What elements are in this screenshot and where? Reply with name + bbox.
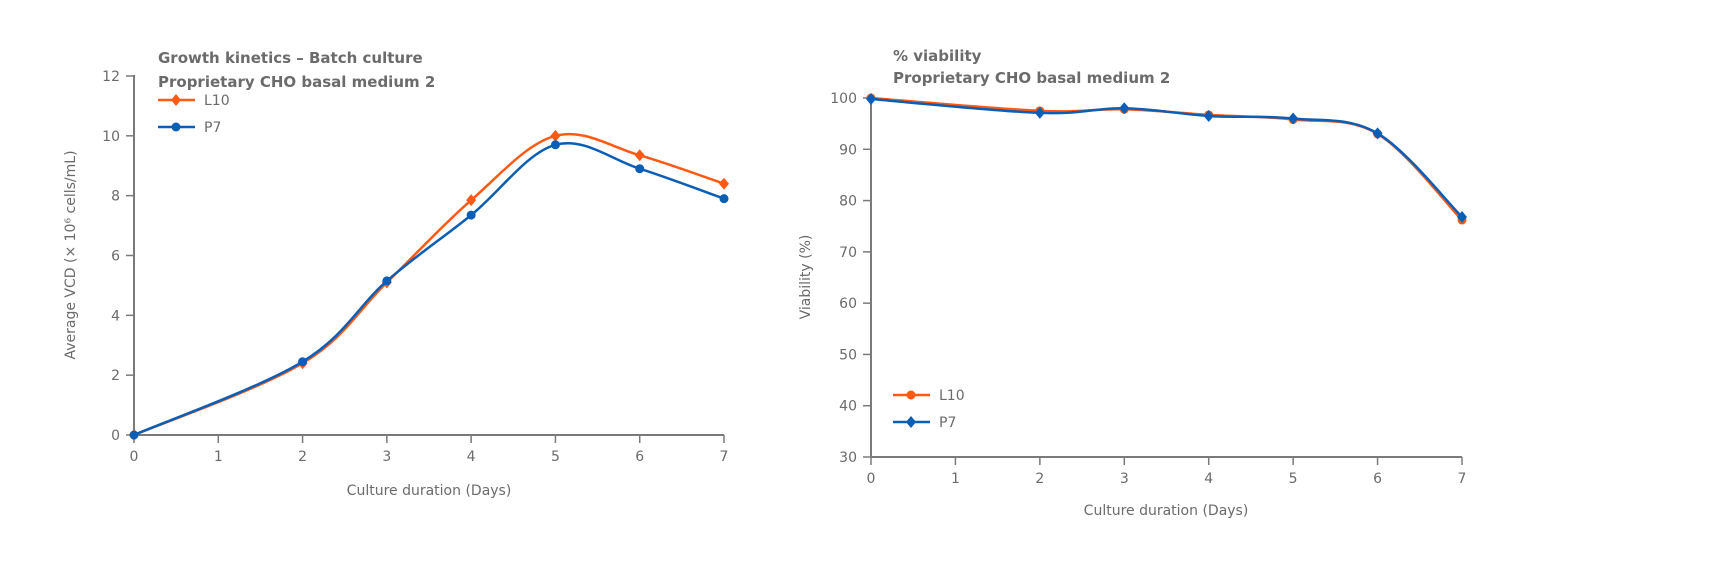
y-tick-label: 0 xyxy=(111,428,120,444)
y-tick-label: 2 xyxy=(111,368,120,384)
data-point-l10 xyxy=(466,194,477,207)
y-tick-label: 50 xyxy=(839,347,857,363)
chart-title-line-2: Proprietary CHO basal medium 2 xyxy=(158,73,435,91)
x-tick-label: 7 xyxy=(1458,471,1467,487)
data-point-l10 xyxy=(550,129,561,142)
data-point-p7 xyxy=(635,164,645,174)
x-tick-label: 3 xyxy=(1120,471,1129,487)
legend-label-l10: L10 xyxy=(204,93,230,109)
data-point-p7 xyxy=(382,276,392,286)
series-line-p7 xyxy=(133,142,725,437)
x-tick-label: 2 xyxy=(1035,471,1044,487)
chart-title-line-1: % viability xyxy=(893,47,982,65)
chart-viability: % viability Proprietary CHO basal medium… xyxy=(798,47,1467,519)
data-point-p7 xyxy=(1372,127,1383,140)
data-point-p7 xyxy=(466,210,476,220)
x-tick-label: 2 xyxy=(298,449,307,465)
x-tick-label: 6 xyxy=(635,449,644,465)
data-point-p7 xyxy=(719,194,729,204)
y-tick-label: 90 xyxy=(839,142,857,158)
y-tick-label: 6 xyxy=(111,249,120,265)
series-line-p7 xyxy=(870,97,1463,218)
data-point-p7 xyxy=(1203,109,1214,122)
series-line-l10 xyxy=(133,132,725,437)
x-tick-label: 4 xyxy=(1204,471,1213,487)
y-tick-label: 4 xyxy=(111,308,120,324)
legend-marker-p7 xyxy=(906,416,916,428)
y-tick-label: 100 xyxy=(830,91,857,107)
y-tick-label: 80 xyxy=(839,194,857,210)
y-tick-label: 10 xyxy=(102,129,120,145)
legend-marker-p7 xyxy=(171,122,181,132)
x-tick-label: 7 xyxy=(720,449,729,465)
x-axis-label: Culture duration (Days) xyxy=(347,483,512,499)
x-tick-label: 5 xyxy=(1289,471,1298,487)
y-tick-label: 70 xyxy=(839,245,857,261)
legend-label-p7: P7 xyxy=(204,120,221,136)
x-tick-label: 3 xyxy=(382,449,391,465)
data-point-p7 xyxy=(1288,112,1299,125)
y-tick-label: 60 xyxy=(839,296,857,312)
legend-label-l10: L10 xyxy=(939,388,965,404)
y-axis-label: Average VCD (× 10⁶ cells/mL) xyxy=(63,150,79,359)
y-tick-label: 8 xyxy=(111,189,120,205)
legend-marker-l10 xyxy=(171,94,181,106)
y-tick-label: 30 xyxy=(839,450,857,466)
data-point-p7 xyxy=(1457,210,1467,223)
data-point-l10 xyxy=(634,149,645,162)
data-point-p7 xyxy=(550,140,560,150)
chart-title-line-1: Growth kinetics – Batch culture xyxy=(158,49,423,67)
data-point-p7 xyxy=(1119,102,1130,115)
chart-title-line-2: Proprietary CHO basal medium 2 xyxy=(893,69,1170,87)
x-tick-label: 6 xyxy=(1373,471,1382,487)
x-tick-label: 1 xyxy=(951,471,960,487)
x-tick-label: 0 xyxy=(867,471,876,487)
chart-growth-kinetics: Growth kinetics – Batch culture Propriet… xyxy=(63,49,729,499)
x-tick-label: 0 xyxy=(130,449,139,465)
y-tick-label: 12 xyxy=(102,69,120,85)
x-axis-label: Culture duration (Days) xyxy=(1084,503,1249,519)
y-axis-label: Viability (%) xyxy=(798,235,814,320)
data-point-p7 xyxy=(1034,106,1045,119)
y-tick-label: 40 xyxy=(839,399,857,415)
x-tick-label: 4 xyxy=(467,449,476,465)
data-point-p7 xyxy=(129,430,139,440)
x-tick-label: 1 xyxy=(214,449,223,465)
legend-marker-l10 xyxy=(906,390,916,400)
series-line-l10 xyxy=(870,96,1463,221)
data-point-p7 xyxy=(866,93,876,106)
x-tick-label: 5 xyxy=(551,449,560,465)
data-point-l10 xyxy=(719,177,729,190)
legend-label-p7: P7 xyxy=(939,415,956,431)
data-point-p7 xyxy=(298,357,308,367)
